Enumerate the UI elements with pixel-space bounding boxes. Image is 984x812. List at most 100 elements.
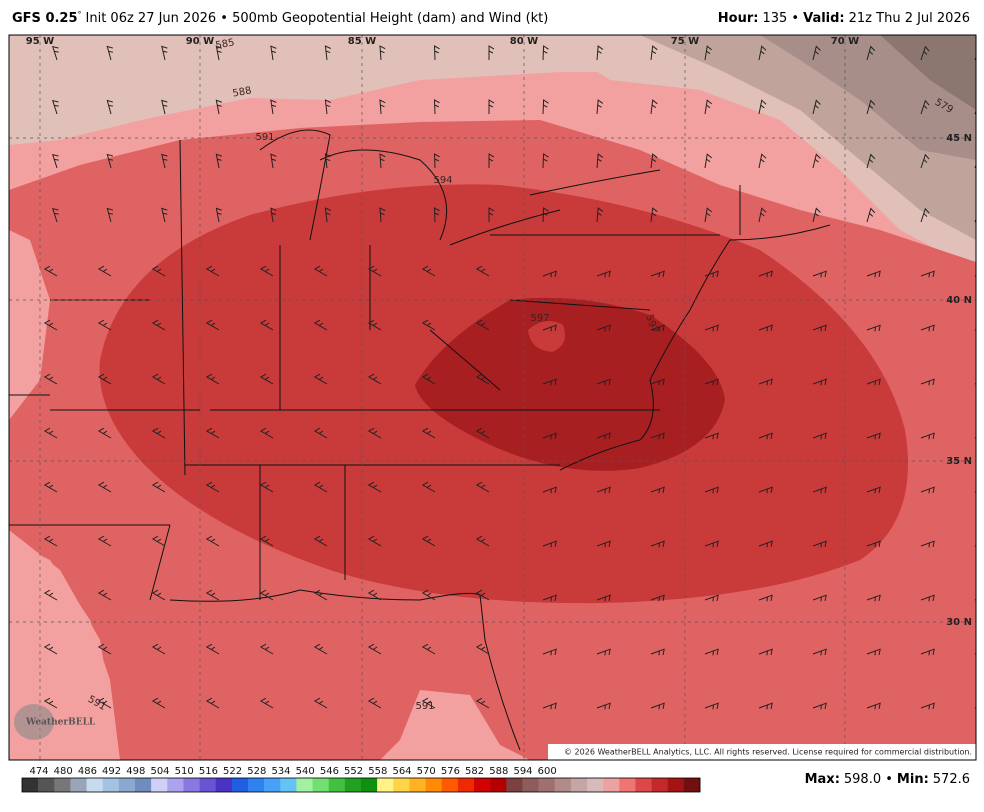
colorbar-label: 498 — [126, 766, 145, 777]
contour-label: 594 — [433, 175, 452, 186]
colorbar-label: 546 — [320, 766, 339, 777]
wind-barb — [97, 643, 112, 655]
lat-label: 40 N — [946, 295, 972, 306]
wind-barb — [704, 45, 712, 61]
wind-barb — [704, 648, 719, 656]
colorbar-swatch — [70, 778, 87, 792]
wind-barb — [542, 99, 549, 115]
wind-barb — [542, 207, 549, 223]
header-left: GFS 0.25° Init 06z 27 Jun 2026 • 500mb Ge… — [12, 10, 548, 26]
wind-barb — [866, 153, 876, 169]
wind-barb — [215, 153, 222, 169]
hour-label: Hour: — [718, 11, 759, 26]
wind-barb — [920, 594, 935, 602]
wind-barb — [650, 594, 665, 602]
wind-barb — [151, 535, 166, 547]
wind-barb — [270, 99, 277, 115]
wind-barb — [379, 45, 386, 61]
wind-barb — [475, 373, 490, 385]
wind-barb — [421, 589, 436, 601]
colorbar-swatch — [296, 778, 313, 792]
colorbar-swatch — [264, 778, 281, 792]
wind-barb — [812, 648, 827, 656]
wind-barb — [866, 270, 881, 278]
wind-barb — [367, 589, 382, 601]
wind-barb — [812, 270, 827, 278]
colorbar-label: 486 — [78, 766, 97, 777]
wind-barb — [52, 207, 59, 223]
colorbar-frame — [21, 777, 701, 793]
wind-barb — [596, 540, 611, 548]
colorbar-swatch — [86, 778, 104, 792]
wind-barb — [367, 481, 382, 493]
wind-barb — [758, 153, 767, 169]
colorbar-label: 600 — [538, 766, 557, 777]
colorbar-swatch — [102, 778, 120, 792]
wind-barb — [259, 643, 274, 655]
wind-barb — [920, 378, 935, 386]
wind-barb — [161, 45, 168, 61]
wind-barb — [475, 643, 490, 655]
wind-barb — [259, 319, 274, 331]
wind-barb — [812, 594, 827, 602]
wind-barb — [758, 378, 773, 386]
wind-barb — [812, 207, 821, 223]
wind-barb — [215, 99, 222, 115]
wind-barb — [97, 697, 112, 709]
wind-barb — [812, 702, 827, 710]
wind-barb — [542, 324, 557, 332]
wind-barb — [650, 702, 665, 710]
logo-globe — [14, 704, 54, 740]
wind-barb — [421, 481, 436, 493]
wind-barb — [596, 432, 611, 440]
wind-barb — [367, 265, 382, 277]
colorbar-swatch — [651, 778, 669, 792]
wind-barb — [650, 45, 658, 61]
colorbar-label: 552 — [344, 766, 363, 777]
colorbar-label: 480 — [54, 766, 73, 777]
wind-barb — [812, 540, 827, 548]
colorbar-label: 594 — [513, 766, 532, 777]
wind-barb — [475, 697, 490, 709]
wind-barb — [43, 265, 58, 277]
wind-barb — [475, 589, 490, 601]
wind-barb — [866, 648, 881, 656]
wind-barb — [596, 270, 611, 278]
wind-barb — [475, 427, 490, 439]
colorbar-swatch — [328, 778, 346, 792]
wind-barb — [259, 589, 274, 601]
colorbar-swatch — [231, 778, 249, 792]
height-fill — [415, 297, 725, 471]
wind-barb — [596, 45, 604, 61]
wind-barb — [866, 99, 876, 115]
wind-barb — [259, 481, 274, 493]
wind-barb — [542, 702, 557, 710]
colorbar-label: 534 — [271, 766, 290, 777]
wind-barb — [812, 324, 827, 332]
wind-barb — [704, 207, 712, 223]
colorbar-swatch — [683, 778, 701, 792]
colorbar-swatch — [54, 778, 71, 792]
wind-barb — [704, 702, 719, 710]
wind-barb — [106, 99, 114, 115]
copyright-box — [548, 744, 976, 760]
wind-barb — [542, 153, 549, 169]
wind-barb — [650, 486, 665, 494]
wind-barb — [920, 432, 935, 440]
wind-barb — [812, 378, 827, 386]
lat-label: 35 N — [946, 456, 972, 467]
wind-barb — [542, 432, 557, 440]
wind-barb — [704, 99, 712, 115]
boundaries — [9, 129, 831, 751]
wind-barb — [758, 486, 773, 494]
wind-barbs — [43, 45, 976, 710]
colorbar-swatch — [38, 778, 55, 792]
wind-barb — [596, 486, 611, 494]
init: Init 06z 27 Jun 2026 • 500mb Geopotentia… — [86, 11, 549, 26]
wind-barb — [475, 319, 490, 331]
wind-barb — [151, 481, 166, 493]
wind-barb — [151, 697, 166, 709]
wind-barb — [205, 643, 220, 655]
wind-barb — [313, 427, 328, 439]
hour: 135 • — [762, 11, 799, 26]
